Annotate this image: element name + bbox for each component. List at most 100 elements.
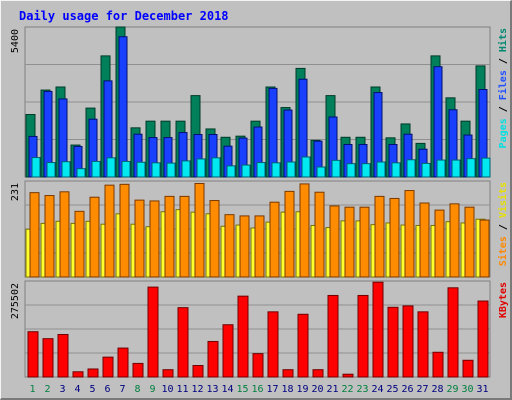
x-label-day-16: 16 xyxy=(251,384,263,395)
panel-bottom-legend: KBytes xyxy=(498,282,509,318)
bar-kbytes-27 xyxy=(417,311,429,378)
bar-kbytes-16 xyxy=(252,353,264,378)
bar-pages-20 xyxy=(316,166,326,178)
bar-pages-13 xyxy=(211,157,221,178)
x-label-day-21: 21 xyxy=(326,384,338,395)
legend-item: KBytes xyxy=(498,282,509,318)
bar-sites-22 xyxy=(344,206,355,278)
bar-pages-26 xyxy=(406,159,416,178)
bar-pages-9 xyxy=(151,162,161,178)
bar-pages-5 xyxy=(91,160,101,178)
panel-middle-max-label: 231 xyxy=(10,183,21,201)
x-label-day-3: 3 xyxy=(59,384,65,395)
bar-pages-24 xyxy=(376,161,386,178)
x-label-day-10: 10 xyxy=(161,384,173,395)
x-label-day-6: 6 xyxy=(104,384,110,395)
legend-item: Files xyxy=(497,70,509,100)
bar-sites-29 xyxy=(449,203,460,278)
legend-item: Sites xyxy=(497,236,509,266)
x-label-day-29: 29 xyxy=(446,384,458,395)
bar-pages-16 xyxy=(256,162,266,178)
bar-kbytes-29 xyxy=(447,287,459,378)
bar-sites-10 xyxy=(164,195,175,278)
bar-sites-16 xyxy=(254,215,265,278)
x-label-day-2: 2 xyxy=(44,384,50,395)
bar-sites-20 xyxy=(314,191,325,278)
legend-item: Hits xyxy=(497,28,509,52)
bar-kbytes-13 xyxy=(207,340,219,378)
x-label-day-8: 8 xyxy=(134,384,140,395)
bar-kbytes-20 xyxy=(312,369,324,378)
bar-kbytes-26 xyxy=(402,305,414,378)
x-label-day-24: 24 xyxy=(371,384,383,395)
bar-pages-12 xyxy=(196,158,206,178)
x-label-day-12: 12 xyxy=(191,384,203,395)
bar-sites-4 xyxy=(74,210,85,278)
bar-sites-28 xyxy=(434,209,445,278)
bar-pages-6 xyxy=(106,157,116,178)
bar-sites-31 xyxy=(479,219,490,278)
bar-pages-7 xyxy=(121,160,131,178)
x-label-day-27: 27 xyxy=(416,384,428,395)
bar-pages-25 xyxy=(391,162,401,178)
bar-pages-17 xyxy=(271,162,281,178)
bar-kbytes-23 xyxy=(357,294,369,378)
bar-pages-23 xyxy=(361,163,371,178)
x-label-day-26: 26 xyxy=(401,384,413,395)
bar-sites-9 xyxy=(149,200,160,278)
x-label-day-25: 25 xyxy=(386,384,398,395)
bar-pages-30 xyxy=(466,158,476,178)
x-label-day-1: 1 xyxy=(29,384,35,395)
bar-sites-15 xyxy=(239,215,250,278)
x-label-day-5: 5 xyxy=(89,384,95,395)
bar-kbytes-22 xyxy=(342,373,354,378)
bar-kbytes-4 xyxy=(72,371,84,378)
legend-item: / xyxy=(498,100,509,118)
panel-top-max-label: 5400 xyxy=(10,29,21,53)
bar-sites-25 xyxy=(389,197,400,278)
bar-sites-12 xyxy=(194,182,205,278)
bar-sites-2 xyxy=(44,195,55,278)
bar-kbytes-19 xyxy=(297,313,309,378)
bar-kbytes-6 xyxy=(102,356,114,378)
bar-kbytes-11 xyxy=(177,307,189,378)
bar-pages-28 xyxy=(436,159,446,178)
bar-kbytes-3 xyxy=(57,333,69,378)
x-label-day-23: 23 xyxy=(356,384,368,395)
legend-item: Pages xyxy=(498,118,509,148)
x-label-day-20: 20 xyxy=(311,384,323,395)
panel-top-legend: Pages / Files / Hits xyxy=(497,28,509,148)
bar-sites-26 xyxy=(404,190,415,278)
x-label-day-4: 4 xyxy=(74,384,80,395)
bar-sites-21 xyxy=(329,205,340,278)
x-label-day-19: 19 xyxy=(296,384,308,395)
bar-pages-18 xyxy=(286,161,296,178)
bar-kbytes-17 xyxy=(267,311,279,378)
bar-kbytes-12 xyxy=(192,365,204,378)
bar-kbytes-21 xyxy=(327,294,339,378)
bar-pages-27 xyxy=(421,162,431,178)
bar-pages-19 xyxy=(301,156,311,178)
bar-pages-8 xyxy=(136,161,146,178)
legend-item: / xyxy=(498,52,509,70)
bar-pages-14 xyxy=(226,165,236,178)
bar-sites-19 xyxy=(299,183,310,278)
bar-kbytes-14 xyxy=(222,324,234,378)
bar-kbytes-7 xyxy=(117,347,129,378)
x-label-day-30: 30 xyxy=(461,384,473,395)
bar-kbytes-10 xyxy=(162,369,174,378)
bar-kbytes-9 xyxy=(147,286,159,378)
bar-kbytes-15 xyxy=(237,295,249,378)
bar-pages-21 xyxy=(331,159,341,178)
bar-kbytes-2 xyxy=(42,338,54,378)
x-label-day-17: 17 xyxy=(266,384,278,395)
x-label-day-18: 18 xyxy=(281,384,293,395)
bar-sites-23 xyxy=(359,206,370,278)
bar-sites-7 xyxy=(119,183,130,278)
panel-middle-legend: Sites / Visits xyxy=(497,182,509,266)
bar-sites-8 xyxy=(134,199,145,278)
legend-item: Visits xyxy=(497,182,509,218)
bar-kbytes-28 xyxy=(432,351,444,378)
bar-pages-22 xyxy=(346,163,356,178)
bar-sites-24 xyxy=(374,195,385,278)
